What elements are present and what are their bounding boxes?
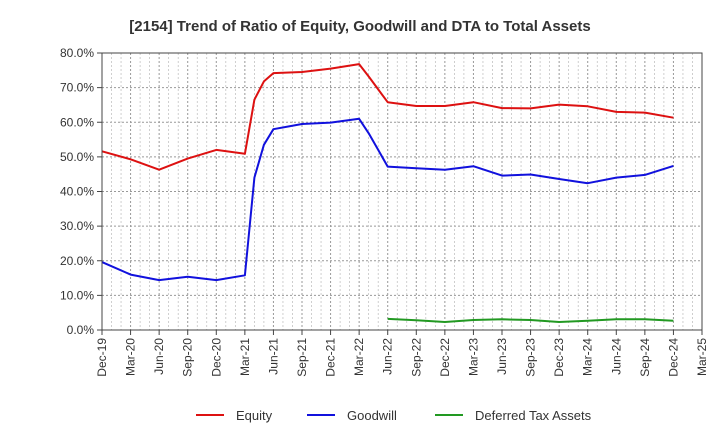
x-tick-label: Dec-21: [324, 338, 338, 377]
x-tick-label: Dec-19: [95, 338, 109, 377]
x-tick-label: Jun-24: [609, 338, 623, 375]
y-tick-label: 60.0%: [60, 115, 94, 129]
x-tick-label: Sep-24: [638, 338, 652, 377]
x-tick-label: Mar-22: [352, 338, 366, 376]
series-line-deferred-tax-assets: [387, 317, 674, 323]
legend-label-deferred-tax-assets: Deferred Tax Assets: [475, 408, 592, 423]
legend: Equity Goodwill Deferred Tax Assets: [196, 408, 592, 423]
series-line-equity: [101, 63, 674, 171]
y-tick-label: 70.0%: [60, 81, 94, 95]
series-lines: [101, 63, 674, 323]
x-tick-label: Jun-22: [381, 338, 395, 375]
x-tick-label: Mar-25: [695, 338, 709, 376]
x-tick-label: Dec-24: [666, 338, 680, 377]
y-tick-label: 80.0%: [60, 46, 94, 60]
series-line-goodwill: [101, 117, 674, 282]
x-tick-label: Jun-21: [266, 338, 280, 375]
y-tick-label: 20.0%: [60, 254, 94, 268]
legend-label-goodwill: Goodwill: [347, 408, 397, 423]
x-tick-label: Dec-20: [209, 338, 223, 377]
x-tick-label: Sep-22: [409, 338, 423, 377]
x-tick-label: Mar-23: [466, 338, 480, 376]
x-tick-label: Mar-21: [238, 338, 252, 376]
x-tick-label: Sep-20: [181, 338, 195, 377]
x-tick-label: Dec-23: [552, 338, 566, 377]
legend-label-equity: Equity: [236, 408, 273, 423]
y-tick-label: 50.0%: [60, 150, 94, 164]
x-tick-label: Sep-23: [524, 338, 538, 377]
y-tick-label: 0.0%: [67, 323, 95, 337]
chart-title: [2154] Trend of Ratio of Equity, Goodwil…: [129, 18, 590, 35]
x-tick-label: Jun-23: [495, 338, 509, 375]
x-tick-label: Sep-21: [295, 338, 309, 377]
y-tick-label: 10.0%: [60, 288, 94, 302]
x-tick-label: Mar-20: [124, 338, 138, 376]
x-tick-label: Mar-24: [581, 338, 595, 376]
axes: 0.0% 10.0% 20.0% 30.0% 40.0% 50.0% 60.0% 70.0% 8…: [60, 46, 709, 377]
y-tick-label: 40.0%: [60, 185, 94, 199]
x-tick-label: Jun-20: [152, 338, 166, 375]
x-tick-label: Dec-22: [438, 338, 452, 377]
y-tick-label: 30.0%: [60, 219, 94, 233]
